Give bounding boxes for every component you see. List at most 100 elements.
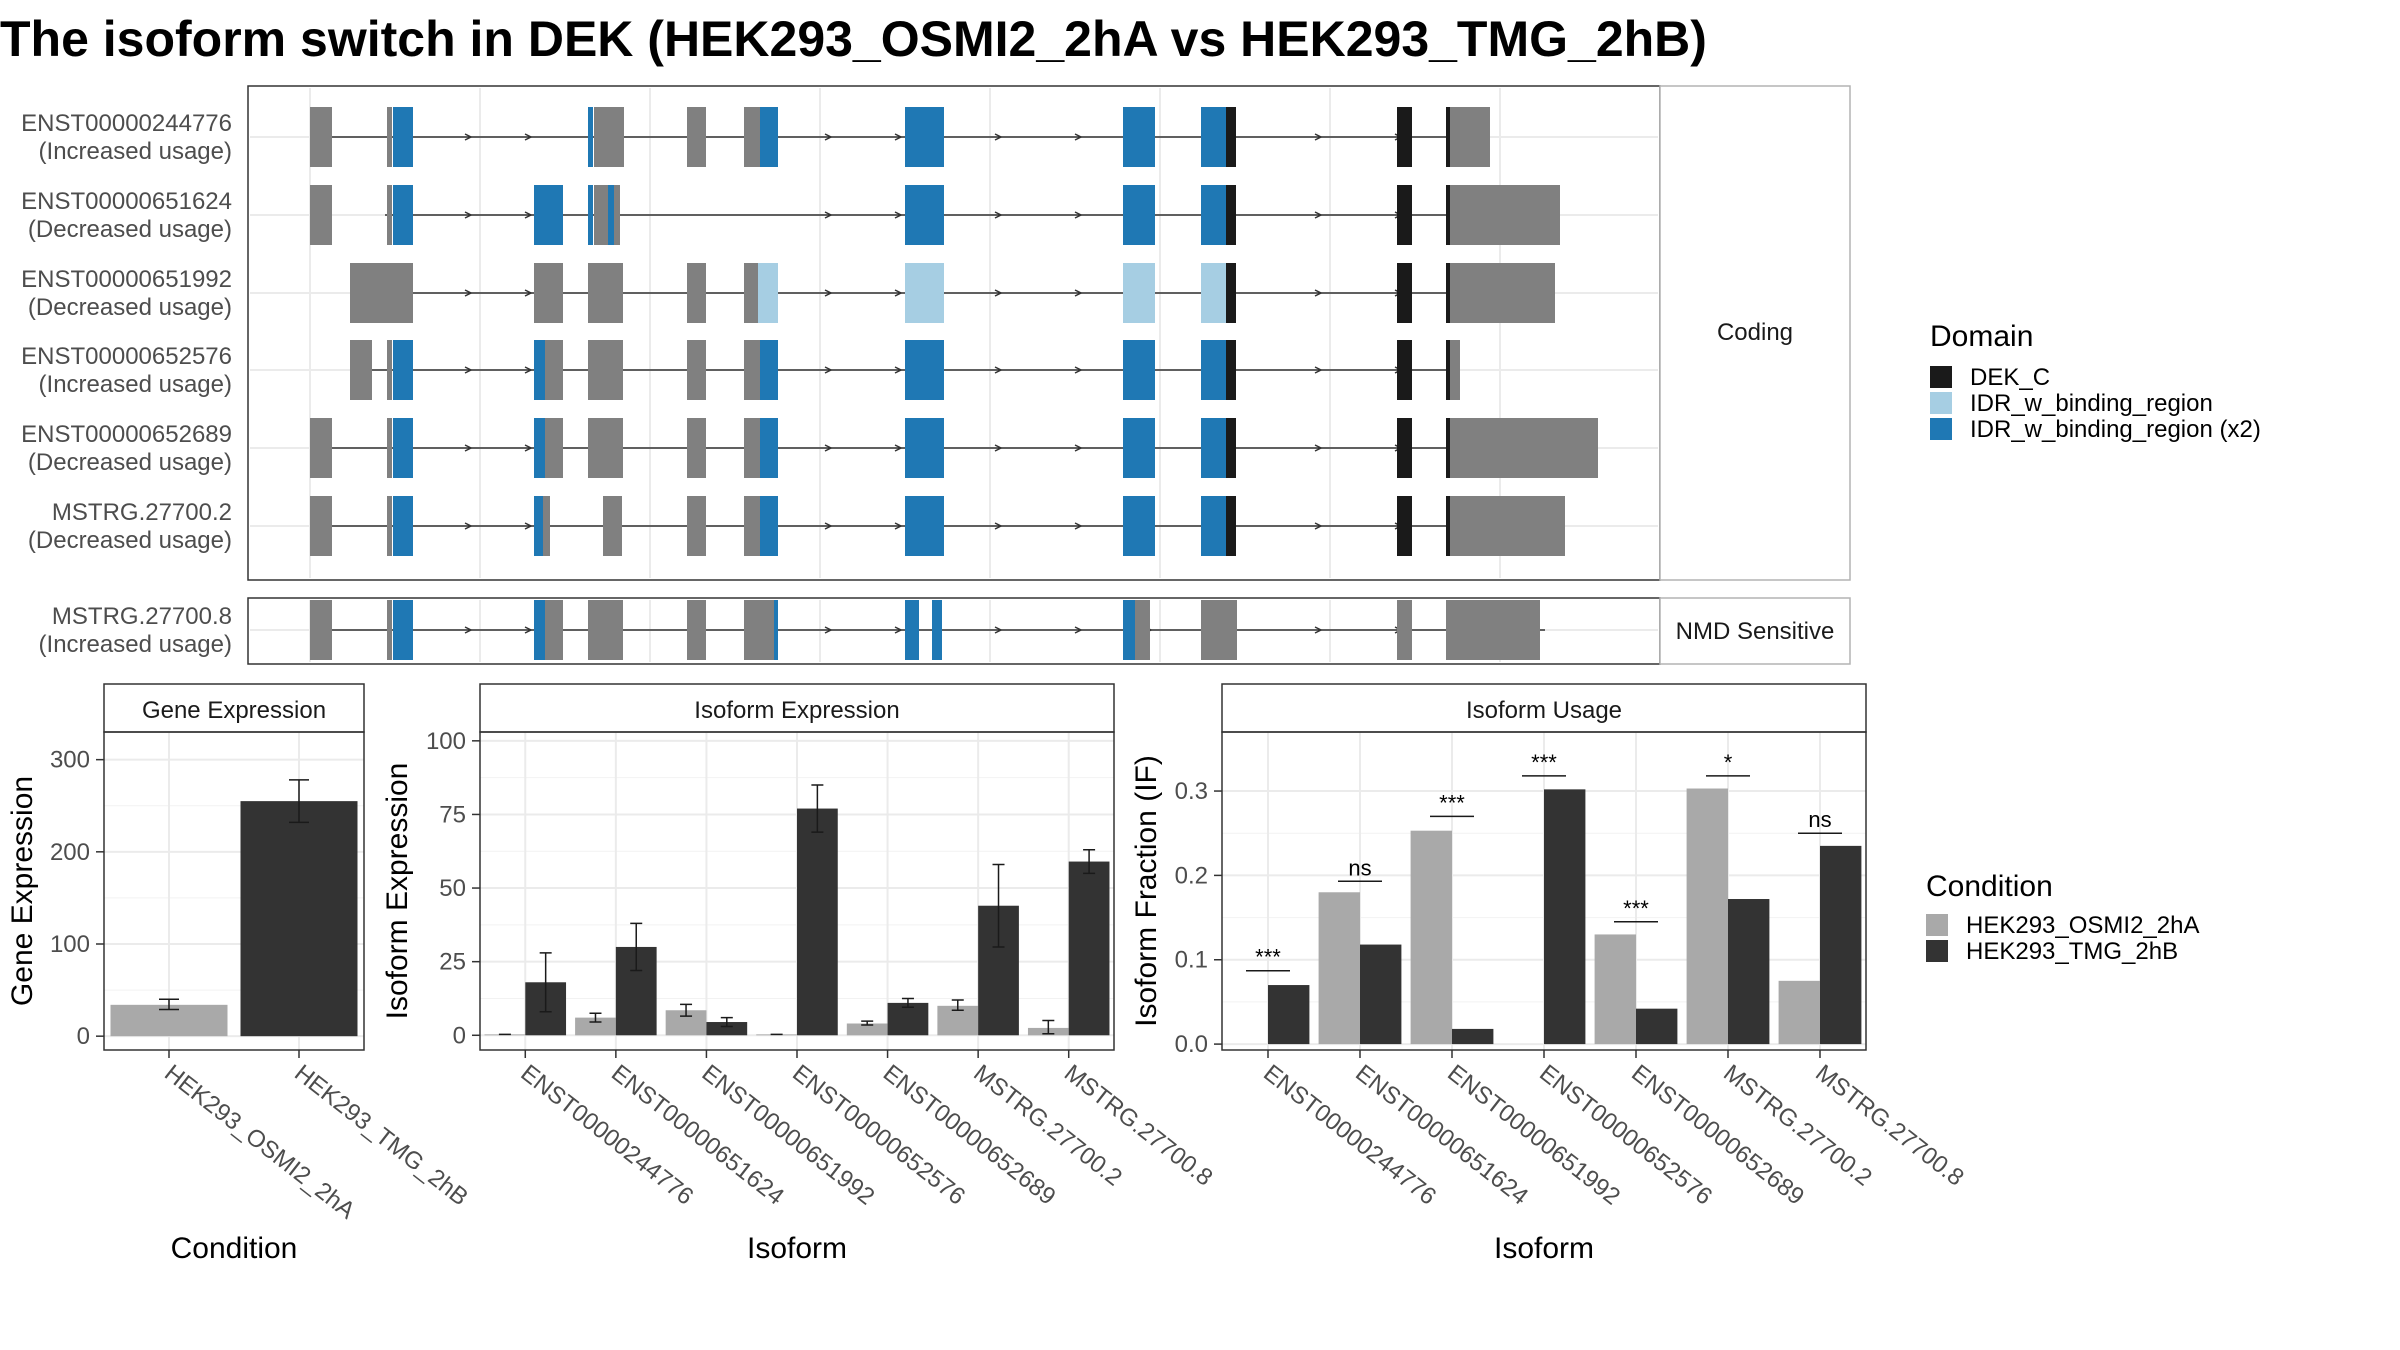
error-bar (951, 999, 964, 1011)
exon (588, 418, 623, 478)
strand-arrow (464, 211, 473, 219)
strand-arrow (524, 133, 533, 141)
domain-dek-c (1446, 107, 1450, 167)
exon (687, 107, 706, 167)
bar (1452, 1028, 1494, 1045)
error-bar (720, 1016, 733, 1028)
error-bar (901, 997, 914, 1009)
x-tick-label: MSTRG.27700.8 (1059, 1059, 1218, 1191)
strand-arrow (464, 444, 473, 452)
significance-label: *** (1623, 896, 1649, 921)
error-bar (539, 952, 552, 1013)
domain-legend: Domain DEK_CIDR_w_binding_regionIDR_w_bi… (1930, 320, 2261, 443)
strand-arrow (824, 289, 833, 297)
domain-dek-c (1397, 418, 1412, 478)
transcript-usage-label: (Decreased usage) (28, 216, 232, 243)
domain-dek-c (1397, 185, 1412, 245)
facet-label-coding: Coding (1717, 319, 1793, 346)
y-tick-label: 0.3 (1175, 778, 1208, 805)
domain-idr-x2 (588, 185, 593, 245)
domain-idr-x2 (905, 340, 944, 400)
strand-arrow (464, 289, 473, 297)
exon (1446, 600, 1540, 660)
bar (1268, 985, 1310, 1045)
bar (1778, 980, 1820, 1045)
error-bar (811, 784, 824, 833)
transcript-id-label: ENST00000652576 (21, 343, 232, 370)
strand-arrow (1074, 626, 1083, 634)
exon (588, 340, 623, 400)
exon (603, 496, 622, 556)
exon (387, 600, 392, 660)
transcript-id-label: MSTRG.27700.2 (52, 499, 232, 526)
y-axis-title: Isoform Expression (381, 763, 414, 1020)
exon (744, 600, 774, 660)
domain-idr-x2 (1123, 185, 1155, 245)
y-tick-label: 50 (439, 875, 466, 902)
exon (310, 496, 332, 556)
domain-dek-c (1397, 263, 1412, 323)
strand-arrow (464, 366, 473, 374)
strand-arrow (894, 133, 903, 141)
domain-idr-x2 (760, 107, 778, 167)
domain-idr-x2 (393, 340, 413, 400)
exon (387, 418, 392, 478)
x-tick-label: ENST00000651992 (1442, 1059, 1625, 1210)
plot-border (103, 731, 365, 1051)
exon (310, 600, 332, 660)
strand-arrow (1314, 626, 1323, 634)
strand-arrow (1074, 133, 1083, 141)
x-tick-label: MSTRG.27700.2 (968, 1059, 1127, 1191)
domain-dek-c (1226, 418, 1236, 478)
domain-idr-x2 (393, 418, 413, 478)
domain-dek-c (1226, 107, 1236, 167)
domain-idr (1201, 263, 1226, 323)
y-tick-label: 300 (50, 747, 90, 774)
transcript-track (350, 340, 1460, 400)
domain-idr-x2 (534, 496, 543, 556)
domain-idr-x2 (932, 600, 942, 660)
strand-arrow (1074, 366, 1083, 374)
strand-arrow (894, 211, 903, 219)
strand-arrow (524, 211, 533, 219)
exon (310, 418, 332, 478)
domain-idr-x2 (1201, 185, 1226, 245)
bar (1594, 934, 1636, 1045)
strand-arrow (1074, 444, 1083, 452)
domain-dek-c (1397, 107, 1412, 167)
strand-arrow (464, 626, 473, 634)
condition-legend-key (1926, 940, 1948, 962)
x-tick-label: ENST00000652576 (1534, 1059, 1717, 1210)
domain-idr-x2 (393, 496, 413, 556)
strand-arrow (994, 522, 1003, 530)
exon (545, 418, 563, 478)
strand-arrow (994, 133, 1003, 141)
transcript-track (310, 418, 1598, 478)
domain-legend-key (1930, 392, 1952, 414)
exon (744, 340, 760, 400)
structure-panel-coding: Coding (247, 85, 1851, 581)
transcript-labels: ENST00000244776(Increased usage)ENST0000… (21, 110, 232, 658)
domain-idr-x2 (760, 340, 778, 400)
x-tick-label: MSTRG.27700.8 (1810, 1059, 1969, 1191)
x-axis-title: Isoform (747, 1232, 847, 1265)
condition-legend-label: HEK293_OSMI2_2hA (1966, 912, 2199, 939)
domain-dek-c (1226, 340, 1236, 400)
bar (1318, 892, 1360, 1045)
domain-idr-x2 (905, 600, 919, 660)
domain-idr-x2 (1123, 340, 1155, 400)
domain-idr-x2 (1123, 107, 1155, 167)
error-bar (289, 779, 309, 824)
exon (350, 263, 413, 323)
domain-idr-x2 (905, 418, 944, 478)
transcript-usage-label: (Increased usage) (39, 138, 232, 165)
domain-legend-key (1930, 366, 1952, 388)
domain-idr-x2 (608, 185, 614, 245)
bar (1410, 830, 1452, 1045)
strand-arrow (1074, 289, 1083, 297)
panel-title: Gene Expression (142, 697, 326, 724)
strand-arrow (824, 211, 833, 219)
exon (545, 340, 563, 400)
